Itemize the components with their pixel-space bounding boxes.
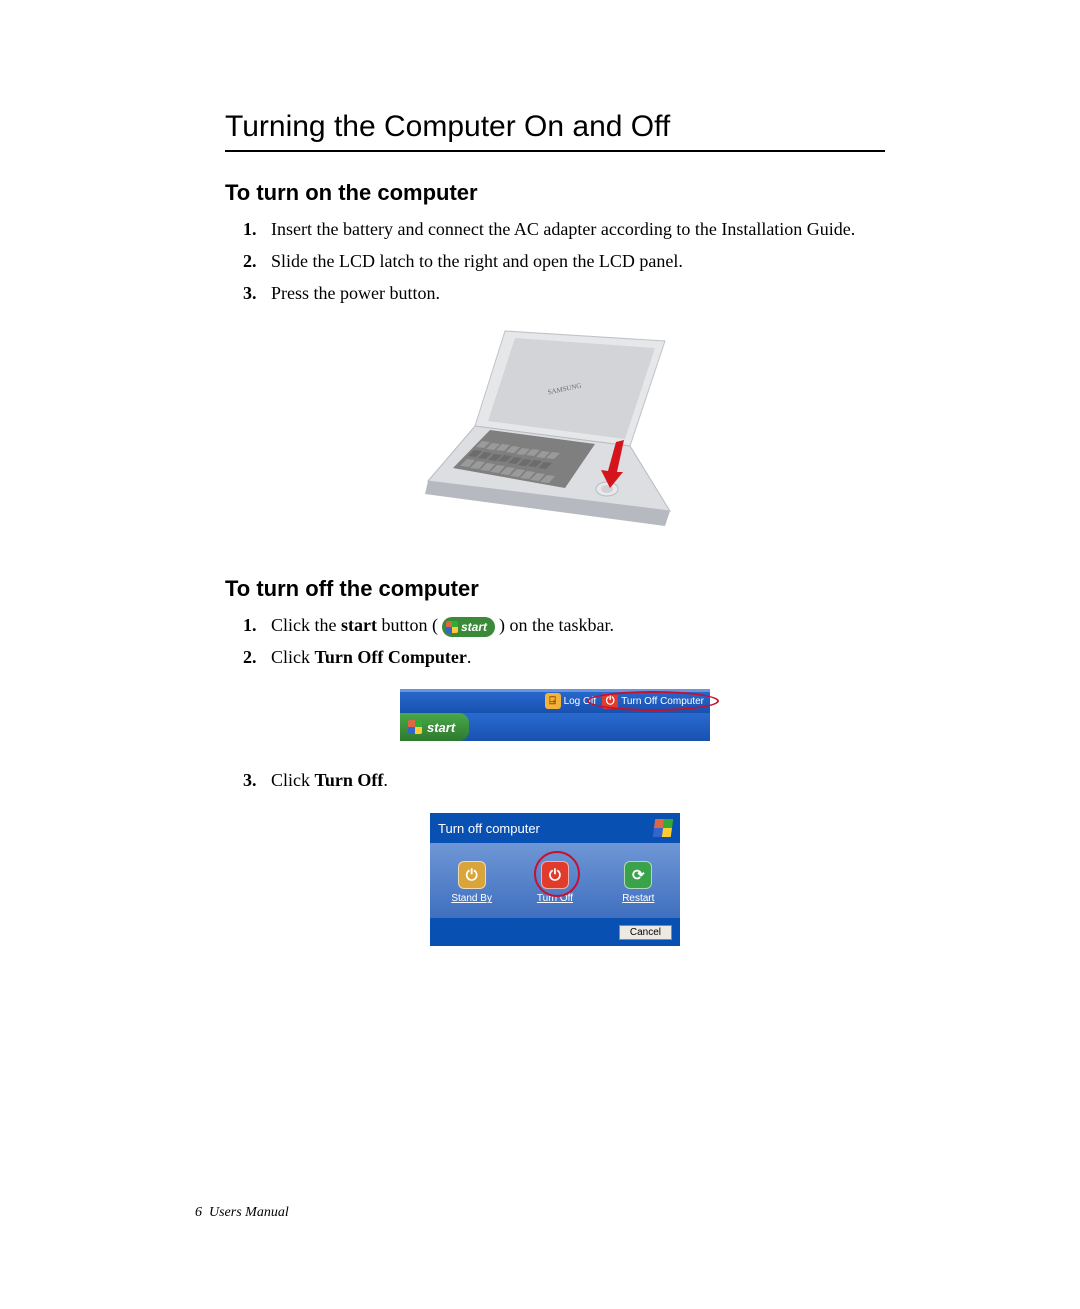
page-title: Turning the Computer On and Off (225, 110, 885, 144)
restart-label: Restart (622, 893, 654, 904)
step3-bold: Turn Off (315, 770, 384, 790)
step2-bold: Turn Off Computer (315, 647, 467, 667)
turn-on-step-2: Slide the LCD latch to the right and ope… (271, 248, 885, 276)
cancel-button[interactable]: Cancel (619, 925, 672, 940)
footer-page-number: 6 (195, 1205, 202, 1220)
turn-on-step-1: Insert the battery and connect the AC ad… (271, 216, 885, 244)
step1-bold: start (341, 615, 377, 635)
log-off-icon: ⍈ (545, 693, 561, 709)
turn-off-dialog: Turn off computer ⏻ Stand By ⏻ Turn Off … (430, 813, 680, 946)
windows-flag-icon (446, 621, 458, 633)
restart-option[interactable]: ⟳ Restart (603, 861, 673, 904)
taskbar: start (400, 713, 710, 741)
step3-text-a: Click (271, 770, 315, 790)
dialog-footer: Cancel (430, 918, 680, 946)
step2-text-b: . (467, 647, 472, 667)
dialog-body: ⏻ Stand By ⏻ Turn Off ⟳ Restart (430, 843, 680, 918)
section-off-heading: To turn off the computer (225, 576, 885, 602)
page-footer: 6 Users Manual (195, 1205, 289, 1221)
footer-label: Users Manual (209, 1205, 289, 1220)
turn-off-steps: Click the start button (start) on the ta… (225, 612, 885, 672)
title-rule (225, 150, 885, 152)
taskbar-start-button[interactable]: start (400, 713, 469, 741)
turn-off-step-3: Click Turn Off. (271, 767, 885, 795)
step1-text-b: button ( (377, 615, 438, 635)
turn-on-steps: Insert the battery and connect the AC ad… (225, 216, 885, 308)
stand-by-label: Stand By (451, 893, 492, 904)
turn-off-step-2: Click Turn Off Computer. (271, 644, 885, 672)
start-button-badge: start (442, 617, 495, 637)
turn-on-step-3: Press the power button. (271, 280, 885, 308)
start-menu-figure: ⍈ Log Off ⏻ Turn Off Computer start (400, 689, 710, 741)
taskbar-start-label: start (427, 720, 455, 735)
windows-flag-icon (408, 720, 422, 734)
step2-text-a: Click (271, 647, 315, 667)
step1-text-a: Click the (271, 615, 341, 635)
section-on-heading: To turn on the computer (225, 180, 885, 206)
step1-text-c: ) on the taskbar. (499, 615, 614, 635)
stand-by-icon: ⏻ (458, 861, 486, 889)
manual-page: Turning the Computer On and Off To turn … (0, 0, 1080, 1309)
laptop-photo: SAMSUNG (420, 326, 690, 536)
step3-text-b: . (383, 770, 388, 790)
stand-by-option[interactable]: ⏻ Stand By (437, 861, 507, 904)
dialog-title: Turn off computer (438, 821, 540, 836)
restart-icon: ⟳ (624, 861, 652, 889)
dialog-title-bar: Turn off computer (430, 813, 680, 843)
turn-off-step-1: Click the start button (start) on the ta… (271, 612, 885, 640)
start-badge-label: start (461, 618, 487, 636)
windows-flag-icon (653, 819, 674, 837)
turn-off-steps-cont: Click Turn Off. (225, 767, 885, 795)
